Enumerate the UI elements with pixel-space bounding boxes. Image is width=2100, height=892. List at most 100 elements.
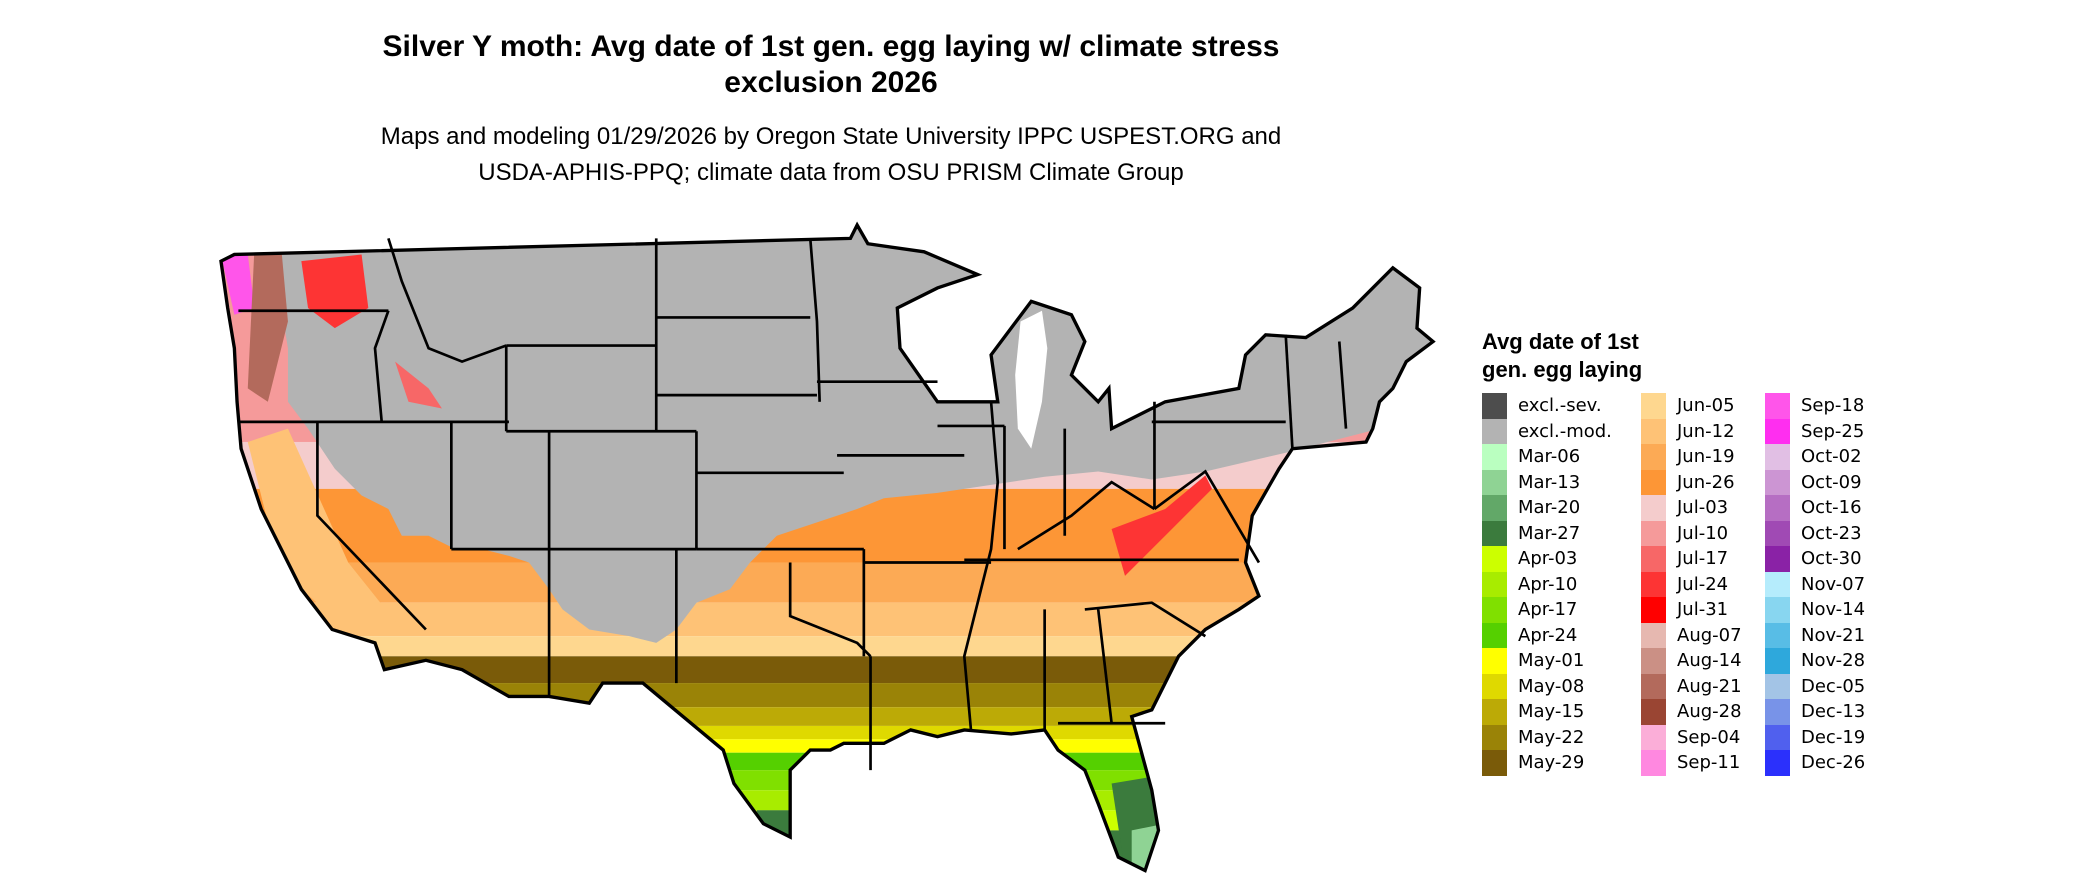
- legend-item: Nov-07: [1765, 571, 1865, 597]
- map-title-line-2: exclusion 2026: [724, 66, 938, 99]
- legend-item: Dec-13: [1765, 699, 1865, 725]
- legend-label: Sep-25: [1801, 420, 1865, 442]
- state-border: [808, 238, 821, 402]
- legend-label: Aug-07: [1677, 624, 1742, 646]
- legend-item: Sep-18: [1765, 393, 1865, 419]
- legend-item: May-29: [1482, 750, 1612, 776]
- legend-swatch: [1765, 724, 1790, 750]
- legend-item: Jul-03: [1641, 495, 1742, 521]
- band-may-08: [220, 725, 1434, 740]
- legend-item: Jun-12: [1641, 418, 1742, 444]
- band-mar-27: [220, 830, 1434, 871]
- lake-michigan: [1015, 310, 1048, 449]
- legend-item: Apr-24: [1482, 622, 1612, 648]
- california-orange-patch: [247, 428, 402, 630]
- legend-item: Aug-28: [1641, 699, 1742, 725]
- legend-label: excl.-sev.: [1518, 395, 1602, 417]
- coast-brown-patch: [247, 247, 288, 402]
- legend-swatch: [1641, 673, 1666, 699]
- legend-label: Dec-13: [1801, 701, 1866, 723]
- legend-swatch: [1482, 699, 1507, 725]
- legend-label: Apr-10: [1518, 573, 1578, 595]
- band-apr-24: [220, 752, 1434, 771]
- legend-item: Aug-07: [1641, 622, 1742, 648]
- map-subtitle-line-1: Maps and modeling 01/29/2026 by Oregon S…: [380, 123, 1282, 150]
- state-border: [387, 238, 507, 364]
- legend-column-2: Jun-05 Jun-12 Jun-19 Jun-26 Jul-03 Jul-10 Jul-…: [1641, 393, 1742, 776]
- legend-item: Apr-03: [1482, 546, 1612, 572]
- state-border: [1337, 341, 1348, 429]
- legend-title-line-1: Avg date of 1st: [1482, 329, 1639, 354]
- legend-swatch: [1641, 724, 1666, 750]
- appalachian-red-patch: [1111, 475, 1213, 576]
- legend-label: Oct-23: [1801, 522, 1862, 544]
- legend-item: Mar-13: [1482, 469, 1612, 495]
- legend-column-3: Sep-18 Sep-25 Oct-02 Oct-09 Oct-16 Oct-23 Oct-…: [1765, 393, 1865, 776]
- legend-swatch: [1482, 444, 1507, 470]
- legend-item: Nov-21: [1765, 622, 1866, 648]
- legend-swatch: [1482, 622, 1507, 648]
- state-border: [316, 421, 427, 631]
- legend-item: Apr-17: [1482, 597, 1612, 623]
- legend-item: Jul-10: [1641, 520, 1742, 546]
- legend-item: Aug-14: [1641, 648, 1742, 674]
- legend-swatch: [1641, 750, 1666, 776]
- legend-swatch: [1641, 444, 1666, 470]
- state-border: [1096, 609, 1113, 724]
- legend-item: excl.-sev.: [1482, 393, 1612, 419]
- legend-item: Nov-28: [1765, 648, 1865, 674]
- legend-swatch: [1482, 597, 1507, 623]
- legend-swatch: [1641, 546, 1666, 572]
- band-apr-17: [220, 770, 1434, 791]
- legend-label: Jul-17: [1677, 548, 1729, 570]
- legend-label: Nov-28: [1801, 650, 1866, 672]
- legend-label: Dec-19: [1801, 726, 1866, 748]
- band-may-15: [220, 707, 1434, 726]
- legend-swatch: [1641, 699, 1666, 725]
- legend-swatch: [1482, 469, 1507, 495]
- legend-label: Mar-20: [1518, 497, 1581, 519]
- state-border: [962, 401, 1000, 731]
- legend-swatch: [1765, 546, 1790, 572]
- legend-label: May-15: [1518, 701, 1585, 723]
- legend-item: Mar-27: [1482, 520, 1612, 546]
- legend-label: Aug-21: [1677, 675, 1742, 697]
- legend-label: Apr-03: [1518, 548, 1578, 570]
- legend-item: Mar-20: [1482, 495, 1612, 521]
- legend-item: May-08: [1482, 673, 1612, 699]
- legend-item: Jun-05: [1641, 393, 1742, 419]
- legend-label: Aug-14: [1677, 650, 1742, 672]
- legend-swatch: [1765, 673, 1790, 699]
- legend-item: Oct-09: [1765, 469, 1865, 495]
- legend-item: Jul-24: [1641, 571, 1742, 597]
- legend-label: excl.-mod.: [1518, 420, 1612, 442]
- band-may-22: [220, 683, 1434, 708]
- legend-item: Nov-14: [1765, 597, 1865, 623]
- legend-swatch: [1765, 699, 1790, 725]
- legend-label: Sep-11: [1677, 752, 1741, 774]
- legend-swatch: [1765, 469, 1790, 495]
- legend-swatch: [1641, 648, 1666, 674]
- legend-label: May-08: [1518, 675, 1585, 697]
- legend-label: May-22: [1518, 726, 1585, 748]
- state-borders: [238, 238, 1348, 771]
- legend-label: Nov-21: [1801, 624, 1866, 646]
- legend-label: May-01: [1518, 650, 1585, 672]
- legend-item: Sep-25: [1765, 418, 1865, 444]
- band-apr-03: [220, 810, 1434, 831]
- legend-item: Aug-21: [1641, 673, 1742, 699]
- legend-swatch: [1765, 648, 1790, 674]
- legend-item: Jun-19: [1641, 444, 1742, 470]
- state-border: [1084, 601, 1207, 638]
- legend-item: Oct-16: [1765, 495, 1865, 521]
- legend-swatch: [1765, 520, 1790, 546]
- legend-label: Aug-28: [1677, 701, 1742, 723]
- state-border: [1153, 469, 1261, 564]
- legend-item: Sep-11: [1641, 750, 1742, 776]
- legend-title-line-2: gen. egg laying: [1482, 357, 1643, 382]
- legend-swatch: [1482, 393, 1507, 419]
- legend-swatch: [1765, 597, 1790, 623]
- legend-swatch: [1641, 520, 1666, 546]
- legend-swatch: [1765, 418, 1790, 444]
